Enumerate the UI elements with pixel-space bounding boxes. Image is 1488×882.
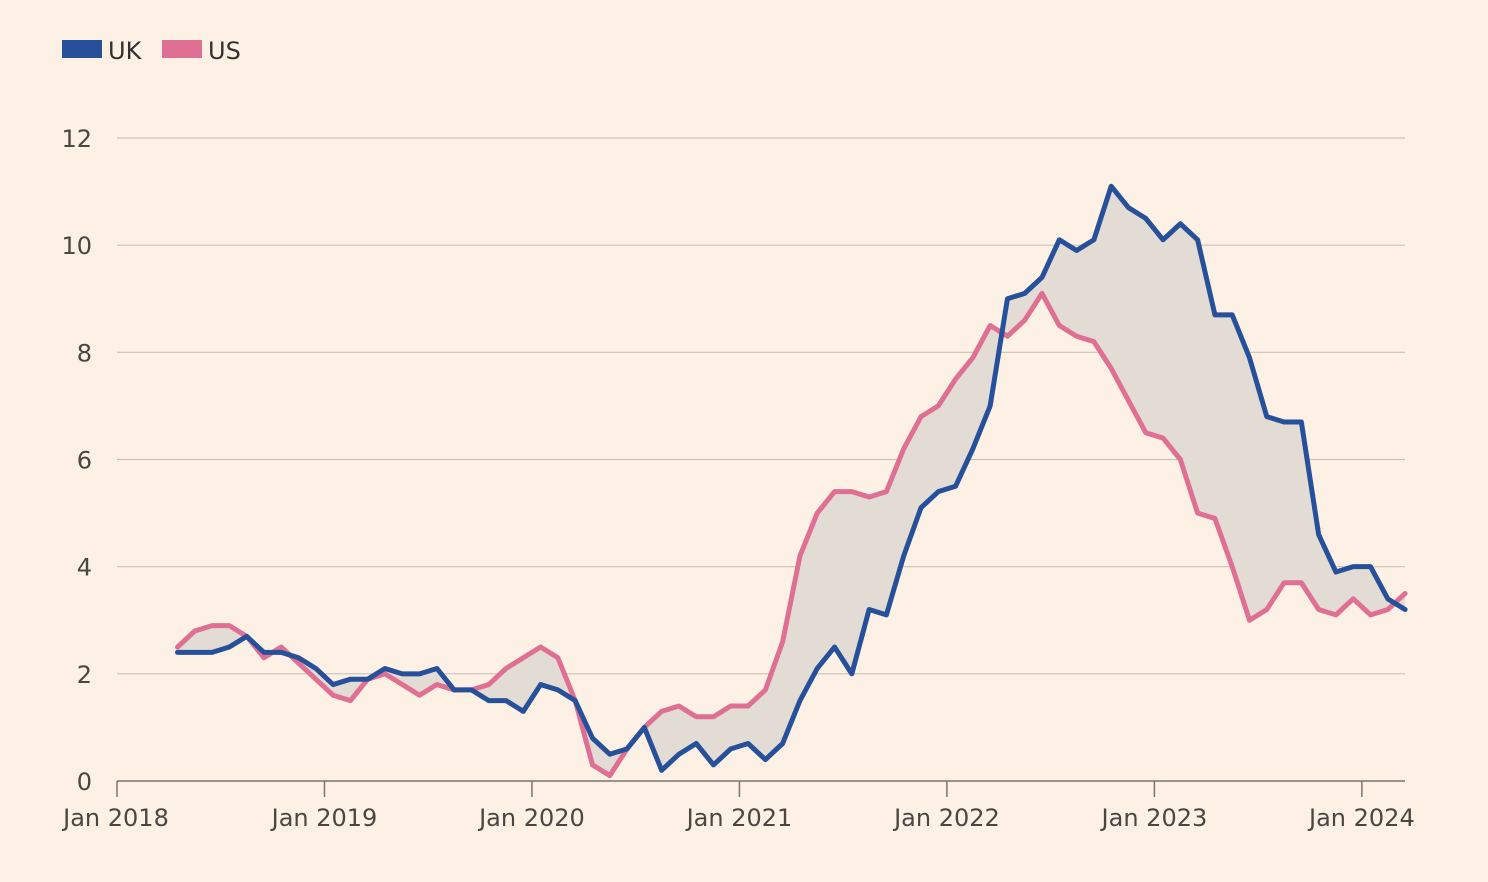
x-tick-label: Jan 2022 [892, 804, 1000, 832]
x-tick-label: Jan 2023 [1100, 804, 1208, 832]
x-axis: Jan 2018 Jan 2019 Jan 2020 Jan 2021 Jan … [61, 804, 1415, 832]
series-line-uk [175, 183, 1408, 773]
legend-swatch-us [162, 40, 202, 58]
legend-label-uk: UK [108, 37, 143, 65]
y-tick-label: 6 [77, 447, 92, 475]
plot-area [175, 183, 1408, 779]
gap-fill-area [177, 186, 1406, 776]
y-axis: 0 2 4 6 8 10 12 [61, 125, 92, 796]
x-tick-label: Jan 2024 [1307, 804, 1415, 832]
y-tick-label: 10 [61, 232, 92, 260]
y-tick-label: 0 [77, 768, 92, 796]
gridlines [116, 137, 1405, 797]
legend: UK US [62, 37, 241, 65]
y-tick-label: 2 [77, 661, 92, 689]
series-line-us [175, 290, 1408, 779]
y-tick-label: 12 [61, 125, 92, 153]
x-tick-label: Jan 2018 [61, 804, 169, 832]
x-tick-label: Jan 2019 [270, 804, 378, 832]
legend-swatch-uk [62, 40, 102, 58]
legend-label-us: US [208, 37, 241, 65]
x-tick-label: Jan 2020 [477, 804, 585, 832]
y-tick-label: 8 [77, 339, 92, 367]
x-tick-label: Jan 2021 [685, 804, 793, 832]
y-tick-label: 4 [77, 554, 92, 582]
